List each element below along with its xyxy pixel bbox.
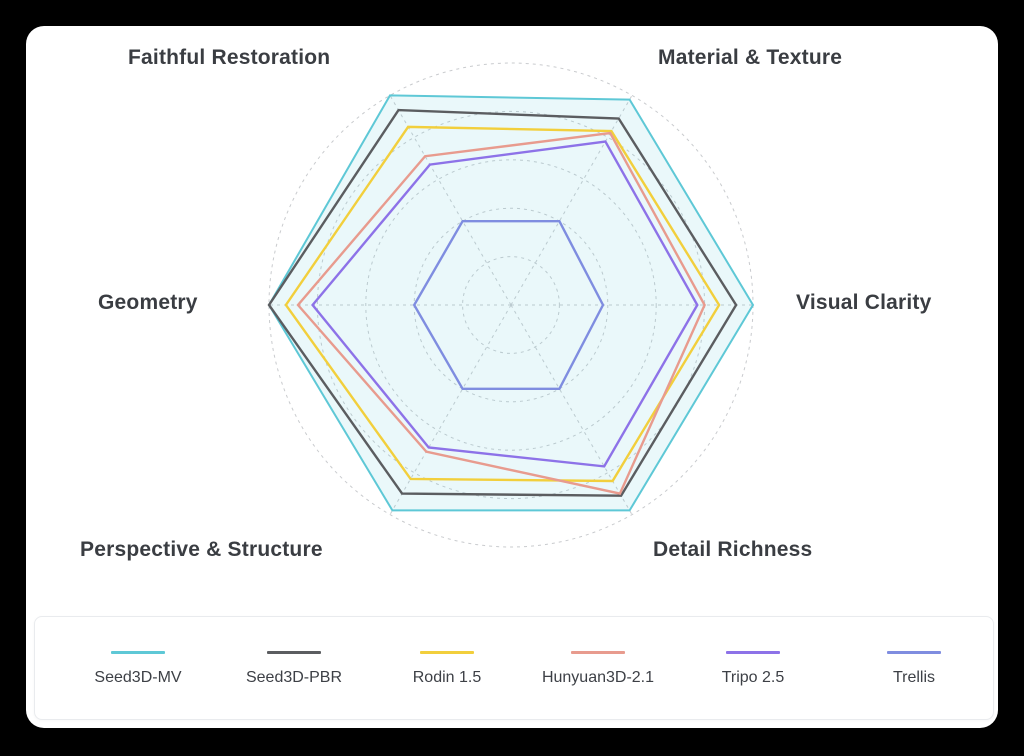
legend-swatch bbox=[887, 651, 941, 654]
series-polygon-tripo-2-5 bbox=[311, 140, 699, 468]
grid-spoke bbox=[389, 95, 512, 306]
legend-item-hunyuan3d[interactable]: Hunyuan3D-2.1 bbox=[523, 617, 673, 717]
radar-chart bbox=[267, 62, 755, 548]
series-polygon-seed3d-mv bbox=[267, 94, 755, 512]
legend-swatch bbox=[420, 651, 474, 654]
legend-swatch bbox=[111, 651, 165, 654]
chart-card: Faithful Restoration Material & Texture … bbox=[26, 26, 998, 728]
legend-item-tripo[interactable]: Tripo 2.5 bbox=[678, 617, 828, 717]
legend-label: Seed3D-PBR bbox=[245, 669, 343, 686]
axis-label-visual-clarity: Visual Clarity bbox=[796, 291, 932, 314]
legend-swatch bbox=[726, 651, 780, 654]
legend-item-trellis[interactable]: Trellis bbox=[839, 617, 989, 717]
axis-label-perspective-structure: Perspective & Structure bbox=[80, 538, 323, 561]
axis-label-detail-richness: Detail Richness bbox=[653, 538, 813, 561]
axis-label-faithful-restoration: Faithful Restoration bbox=[128, 46, 331, 69]
series-polygon-rodin-1-5 bbox=[284, 125, 721, 483]
grid-spoke bbox=[510, 304, 633, 515]
legend: Seed3D-MV Seed3D-PBR Rodin 1.5 Hunyuan3D… bbox=[34, 616, 994, 720]
legend-label: Trellis bbox=[892, 669, 936, 686]
legend-label: Tripo 2.5 bbox=[721, 669, 785, 686]
grid-spoke bbox=[389, 304, 512, 515]
legend-item-seed3d-pbr[interactable]: Seed3D-PBR bbox=[219, 617, 369, 717]
grid-circle bbox=[365, 159, 657, 451]
legend-label: Rodin 1.5 bbox=[412, 669, 482, 686]
grid-spoke bbox=[510, 95, 633, 306]
grid-circle bbox=[462, 256, 560, 354]
legend-item-seed3d-mv[interactable]: Seed3D-MV bbox=[63, 617, 213, 717]
legend-label: Seed3D-MV bbox=[94, 669, 182, 686]
legend-label: Hunyuan3D-2.1 bbox=[541, 669, 655, 686]
series-polygon-trellis bbox=[412, 219, 605, 390]
legend-swatch bbox=[267, 651, 321, 654]
axis-label-material-texture: Material & Texture bbox=[658, 46, 843, 69]
legend-item-rodin[interactable]: Rodin 1.5 bbox=[372, 617, 522, 717]
radar-series-group bbox=[267, 94, 755, 512]
series-polygon-hunyuan3d-2-1 bbox=[296, 131, 706, 495]
series-polygon-seed3d-pbr bbox=[267, 108, 738, 497]
axis-label-geometry: Geometry bbox=[98, 291, 198, 314]
legend-swatch bbox=[571, 651, 625, 654]
